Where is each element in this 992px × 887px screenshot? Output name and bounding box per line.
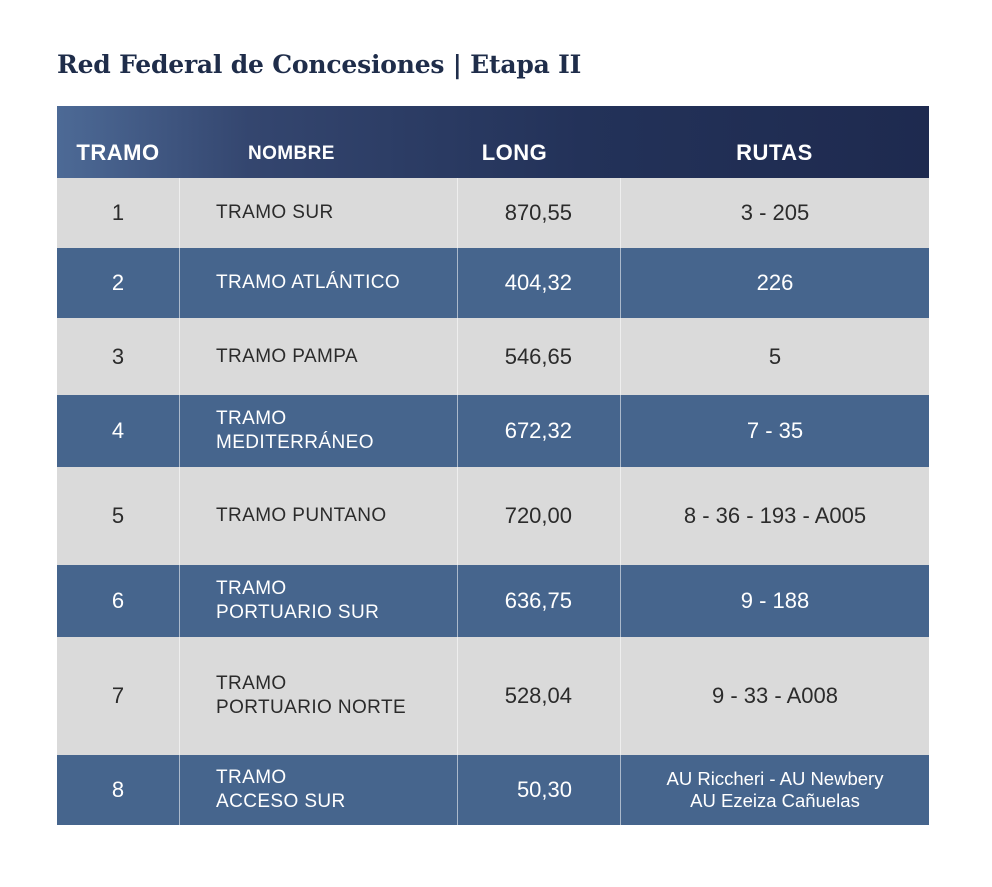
table-row: 2 TRAMO ATLÁNTICO 404,32 226 [57, 248, 929, 318]
tramo-routes: 7 - 35 [620, 395, 929, 467]
table-row: 3 TRAMO PAMPA 546,65 5 [57, 318, 929, 395]
tramo-number: 1 [111, 200, 125, 225]
tramo-name-line: TRAMO ATLÁNTICO [216, 272, 401, 293]
tramo-name: TRAMO PAMPA [179, 318, 457, 395]
tramo-length: 636,75 [457, 565, 620, 637]
page-title: Red Federal de Concesiones | Etapa II [57, 50, 582, 79]
table-row: 4 TRAMO MEDITERRÁNEO 672,32 7 - 35 [57, 395, 929, 467]
tramo-routes: 226 [620, 248, 929, 318]
header-nombre: NOMBRE [248, 143, 335, 164]
table-row: 8 TRAMO ACCESO SUR 50,30 AU Riccheri - AU… [57, 755, 929, 825]
tramo-name-line: ACCESO SUR [216, 791, 346, 812]
header-rutas: RUTAS [736, 140, 813, 165]
tramo-number: 6 [111, 588, 125, 613]
tramo-route-line: AU Ezeiza Cañuelas [690, 790, 860, 811]
tramo-length: 720,00 [457, 467, 620, 565]
tramo-name-line: TRAMO [216, 578, 287, 599]
tramo-name: TRAMO ATLÁNTICO [179, 248, 457, 318]
tramo-routes: 3 - 205 [620, 178, 929, 248]
table-row: 6 TRAMO PORTUARIO SUR 636,75 9 - 188 [57, 565, 929, 637]
tramo-name-line: PORTUARIO NORTE [216, 697, 407, 718]
tramo-routes: 9 - 188 [620, 565, 929, 637]
table-header: TRAMO NOMBRE LONG RUTAS [57, 106, 929, 178]
tramo-number: 7 [111, 683, 125, 708]
tramo-length: 870,55 [457, 178, 620, 248]
tramo-name-line: TRAMO [216, 408, 287, 429]
tramo-number: 4 [111, 418, 125, 443]
tramo-length: 50,30 [457, 755, 620, 825]
tramo-name: TRAMO PUNTANO [179, 467, 457, 565]
tramo-routes: 9 - 33 - A008 [620, 637, 929, 755]
tramo-routes: 5 [620, 318, 929, 395]
tramo-number: 2 [111, 270, 125, 295]
table-row: 5 TRAMO PUNTANO 720,00 8 - 36 - 193 - A0… [57, 467, 929, 565]
tramo-name-line: TRAMO [216, 673, 287, 694]
tramo-number: 3 [111, 343, 125, 369]
header-tramo: TRAMO [76, 140, 160, 165]
tramo-route-line: AU Riccheri - AU Newbery [666, 768, 884, 789]
tramo-length: 546,65 [457, 318, 620, 395]
tramo-name-line: TRAMO [216, 767, 287, 788]
tramo-routes: 8 - 36 - 193 - A005 [620, 467, 929, 565]
tramo-name-line: PORTUARIO SUR [216, 602, 380, 623]
tramo-name-line: TRAMO PAMPA [216, 345, 358, 367]
tramo-name-line: MEDITERRÁNEO [216, 432, 374, 453]
tramo-length: 528,04 [457, 637, 620, 755]
tramo-name: TRAMO PORTUARIO SUR [179, 565, 457, 637]
tramo-name: TRAMO ACCESO SUR [179, 755, 457, 825]
tramo-routes: AU Riccheri - AU Newbery AU Ezeiza Cañue… [620, 755, 929, 825]
tramo-name: TRAMO MEDITERRÁNEO [179, 395, 457, 467]
tramo-number: 8 [111, 777, 125, 802]
header-long: LONG [481, 140, 548, 165]
tramo-length: 404,32 [457, 248, 620, 318]
tramo-name-line: TRAMO SUR [216, 202, 334, 223]
tramo-name-line: TRAMO PUNTANO [216, 505, 387, 526]
tramo-length: 672,32 [457, 395, 620, 467]
tramo-name: TRAMO PORTUARIO NORTE [179, 637, 457, 755]
tramo-number: 5 [111, 503, 125, 528]
tramo-name: TRAMO SUR [179, 178, 457, 248]
table-row: 1 TRAMO SUR 870,55 3 - 205 [57, 178, 929, 248]
concessions-table: TRAMO NOMBRE LONG RUTAS 1 TRAMO SUR 870,… [57, 106, 929, 825]
table-row: 7 TRAMO PORTUARIO NORTE 528,04 9 - 33 - A… [57, 637, 929, 755]
